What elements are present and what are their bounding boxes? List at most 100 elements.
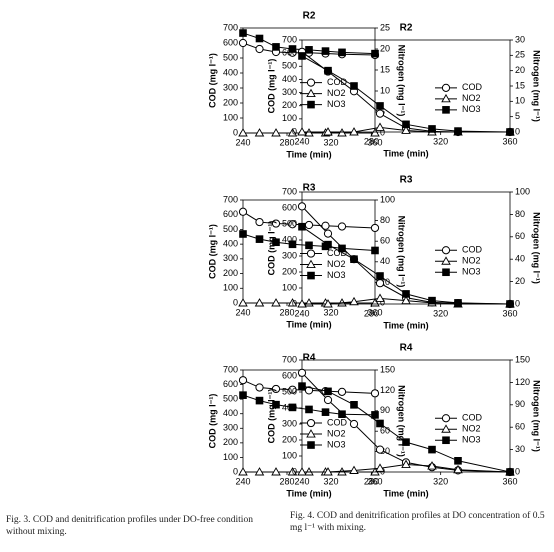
y2-axis-label: Nitrogen (mg l⁻¹) bbox=[397, 216, 407, 288]
x-axis-label: Time (min) bbox=[383, 148, 428, 158]
point bbox=[506, 468, 514, 476]
legend-marker bbox=[441, 256, 451, 265]
y2-tick-label: 30 bbox=[515, 34, 525, 44]
y2-tick-label: 0 bbox=[515, 466, 520, 476]
y-tick-label: 700 bbox=[282, 34, 297, 44]
y2-tick-label: 10 bbox=[515, 96, 525, 106]
y2-tick-label: 25 bbox=[515, 50, 525, 60]
point bbox=[402, 290, 410, 298]
y2-tick-label: 0 bbox=[380, 297, 385, 307]
point bbox=[402, 438, 410, 446]
chart-title: R3 bbox=[400, 175, 413, 186]
caption: Fig. 4. COD and denitrification profiles… bbox=[290, 511, 545, 533]
y-tick-label: 600 bbox=[282, 48, 297, 58]
y-tick-label: 500 bbox=[223, 394, 238, 404]
point bbox=[271, 384, 281, 394]
legend-marker bbox=[442, 106, 450, 114]
legend-marker bbox=[441, 414, 451, 423]
point bbox=[239, 29, 247, 37]
y2-axis-label: Nitrogen (mg l⁻¹) bbox=[397, 45, 407, 117]
legend-label: NO3 bbox=[462, 267, 481, 277]
y2-tick-label: 15 bbox=[380, 64, 390, 74]
point bbox=[376, 419, 384, 428]
legend-marker bbox=[441, 424, 451, 433]
y2-tick-label: 30 bbox=[380, 446, 390, 456]
point bbox=[338, 410, 346, 418]
legend-label: NO3 bbox=[462, 104, 481, 114]
point bbox=[375, 279, 385, 288]
point bbox=[238, 298, 248, 307]
point bbox=[375, 122, 385, 131]
legend-marker bbox=[442, 268, 450, 277]
y2-tick-label: 40 bbox=[515, 254, 525, 264]
point bbox=[428, 296, 436, 305]
point bbox=[323, 229, 333, 238]
x-tick-label: 320 bbox=[323, 307, 338, 317]
y2-tick-label: 10 bbox=[380, 85, 390, 95]
point bbox=[402, 120, 410, 129]
point bbox=[255, 396, 264, 405]
x-tick-label: 320 bbox=[433, 308, 448, 318]
legend-label: NO3 bbox=[327, 439, 346, 449]
point bbox=[323, 467, 333, 476]
point bbox=[337, 387, 347, 396]
series-line bbox=[302, 464, 511, 473]
point bbox=[401, 295, 411, 305]
point bbox=[238, 38, 248, 48]
point bbox=[321, 47, 330, 55]
legend-label: NO2 bbox=[327, 259, 346, 269]
y2-tick-label: 15 bbox=[515, 80, 525, 90]
legend-label: COD bbox=[462, 413, 483, 423]
point bbox=[349, 419, 359, 429]
y2-tick-label: 30 bbox=[515, 444, 525, 454]
legend-label: NO3 bbox=[327, 270, 346, 280]
y-tick-label: 400 bbox=[223, 239, 238, 249]
legend-marker bbox=[307, 271, 315, 280]
caption: Fig. 3. COD and denitrification profiles… bbox=[6, 515, 253, 537]
point bbox=[238, 467, 248, 476]
point bbox=[297, 467, 307, 476]
point bbox=[288, 385, 297, 394]
x-axis-label: Time (min) bbox=[286, 149, 331, 159]
point bbox=[506, 300, 514, 308]
x-axis-label: Time (min) bbox=[383, 320, 428, 330]
point bbox=[255, 44, 264, 54]
point bbox=[350, 82, 358, 90]
y-tick-label: 700 bbox=[223, 22, 238, 32]
y-tick-label: 500 bbox=[282, 386, 297, 396]
y-axis-label: COD (mg l⁻¹) bbox=[207, 53, 217, 108]
point bbox=[428, 125, 436, 133]
y-tick-label: 500 bbox=[282, 218, 297, 228]
y2-tick-label: 150 bbox=[380, 364, 395, 374]
y2-axis-label: Nitrogen (mg l⁻¹) bbox=[532, 380, 542, 452]
y-tick-label: 100 bbox=[223, 452, 238, 462]
y-tick-label: 400 bbox=[223, 408, 238, 418]
point bbox=[238, 207, 248, 216]
y-axis-label: COD (mg l⁻¹) bbox=[266, 59, 276, 114]
y-tick-label: 100 bbox=[223, 112, 238, 122]
series-line bbox=[302, 126, 510, 133]
y2-tick-label: 20 bbox=[380, 277, 390, 287]
y2-tick-label: 20 bbox=[380, 43, 390, 53]
y-tick-label: 700 bbox=[223, 194, 238, 204]
point bbox=[370, 128, 380, 137]
point bbox=[324, 240, 332, 249]
point bbox=[506, 128, 514, 136]
point bbox=[376, 272, 384, 280]
y2-tick-label: 60 bbox=[515, 422, 525, 432]
chart-title: R4 bbox=[400, 343, 413, 354]
point bbox=[375, 463, 385, 472]
y2-tick-label: 5 bbox=[515, 111, 520, 121]
point bbox=[349, 127, 359, 136]
y-tick-label: 600 bbox=[223, 379, 238, 389]
point bbox=[338, 244, 346, 253]
point bbox=[287, 128, 298, 137]
y-tick-label: 100 bbox=[282, 113, 297, 123]
point bbox=[297, 127, 307, 136]
point bbox=[272, 238, 280, 247]
x-tick-label: 280 bbox=[364, 136, 379, 146]
y2-tick-label: 60 bbox=[515, 231, 525, 241]
x-tick-label: 240 bbox=[235, 307, 250, 317]
legend-label: NO2 bbox=[462, 256, 481, 266]
point bbox=[376, 102, 384, 110]
